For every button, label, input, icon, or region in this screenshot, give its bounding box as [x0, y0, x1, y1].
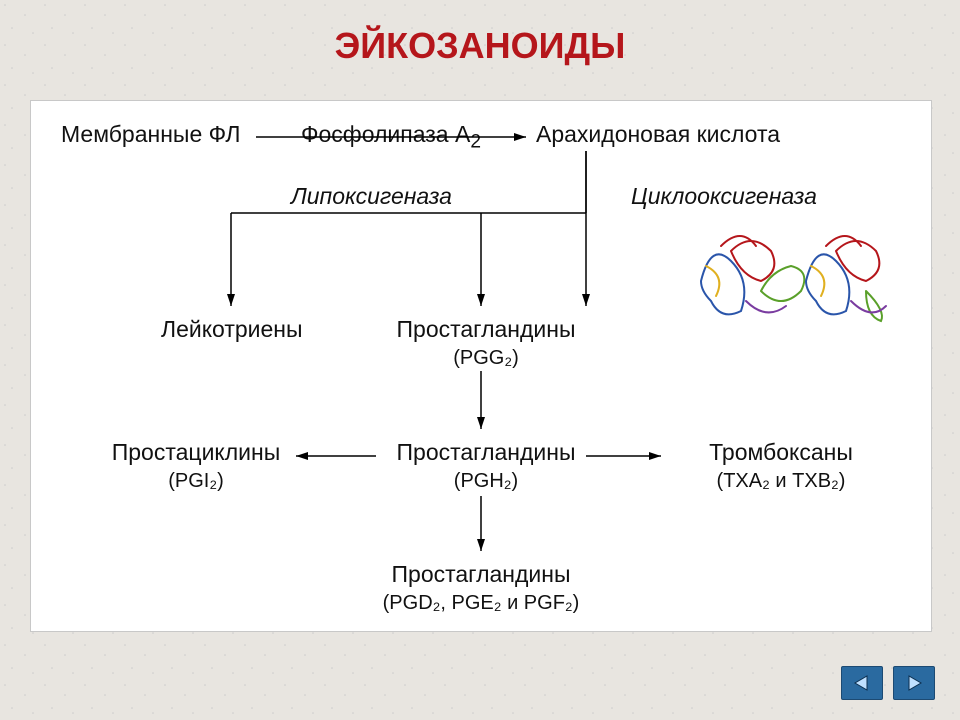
node-membrane-fl: Мембранные ФЛ: [61, 121, 240, 148]
node-prostacyclins: Простациклины (PGI₂): [101, 439, 291, 493]
next-button[interactable]: [893, 666, 935, 700]
node-pgg2-sub: (PGG₂): [453, 347, 519, 369]
triangle-left-icon: [853, 674, 871, 692]
node-lipoxygenase: Липоксигеназа: [291, 183, 452, 210]
node-phospholipase-a2-sub: 2: [470, 132, 481, 153]
node-cyclooxygenase: Циклооксигеназа: [631, 183, 817, 210]
node-leukotrienes: Лейкотриены: [161, 316, 303, 343]
node-pgd-pge-pgf-text: Простагландины: [392, 561, 571, 587]
node-pgd-pge-pgf-sub: (PGD₂, PGE₂ и PGF₂): [383, 592, 580, 614]
node-phospholipase-a2-text: Фосфолипаза А: [301, 121, 470, 147]
node-pgh2-text: Простагландины: [397, 439, 576, 465]
node-thromboxanes-text: Тромбоксаны: [709, 439, 853, 465]
node-prostacyclins-text: Простациклины: [112, 439, 281, 465]
node-pgh2-sub: (PGH₂): [454, 470, 518, 492]
node-thromboxanes: Тромбоксаны (TXA₂ и TXB₂): [671, 439, 891, 493]
node-pgh2: Простагландины (PGH₂): [386, 439, 586, 493]
prev-button[interactable]: [841, 666, 883, 700]
node-arachidonic-acid: Арахидоновая кислота: [536, 121, 780, 148]
triangle-right-icon: [905, 674, 923, 692]
diagram-canvas: Мембранные ФЛ Фосфолипаза А2 Арахидонова…: [30, 100, 932, 632]
nav-controls: [841, 666, 935, 700]
node-pgd-pge-pgf: Простагландины (PGD₂, PGE₂ и PGF₂): [341, 561, 621, 615]
page-title: ЭЙКОЗАНОИДЫ: [0, 0, 960, 67]
node-thromboxanes-sub: (TXA₂ и TXB₂): [717, 470, 846, 492]
node-prostacyclins-sub: (PGI₂): [168, 470, 224, 492]
protein-structure-image: [691, 221, 891, 341]
node-pgg2-text: Простагландины: [397, 316, 576, 342]
node-pgg2: Простагландины (PGG₂): [386, 316, 586, 370]
node-phospholipase-a2: Фосфолипаза А2: [301, 121, 481, 154]
